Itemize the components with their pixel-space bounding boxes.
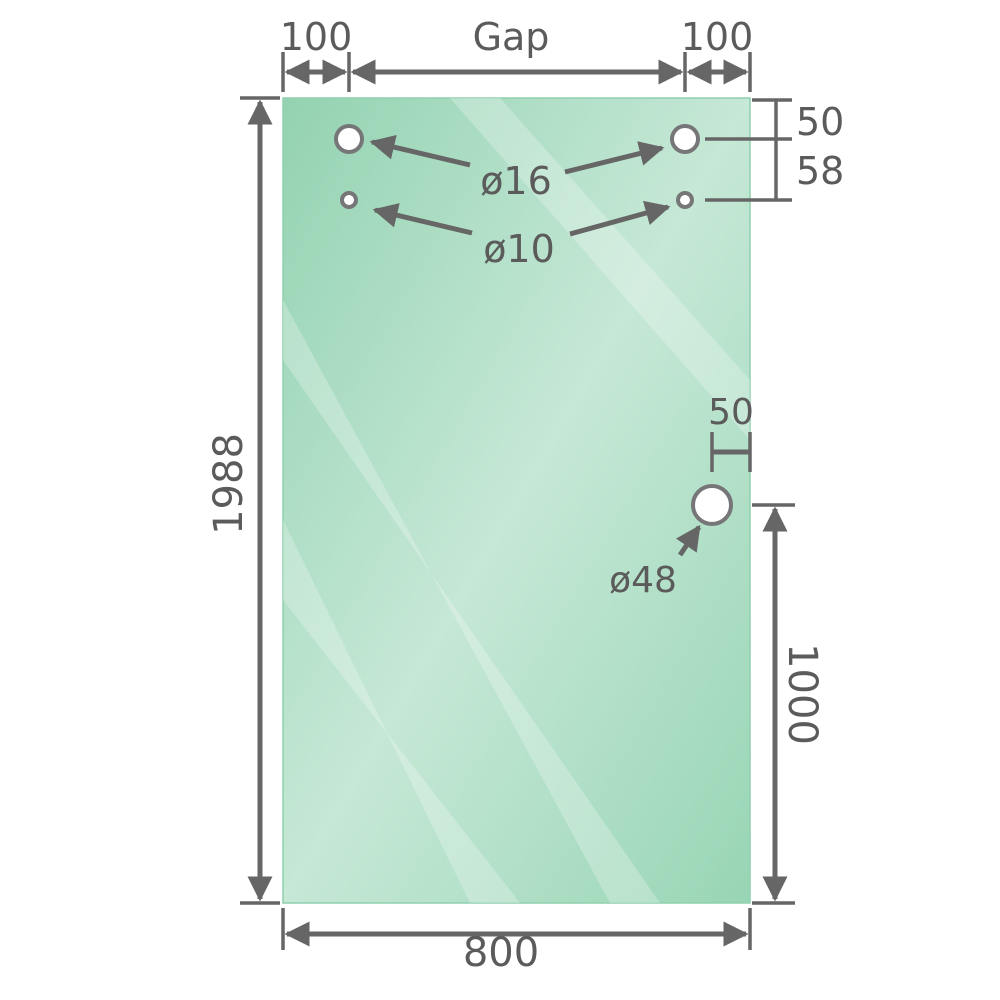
large-hole-label: ø16 xyxy=(480,159,552,203)
hole-callouts: ø16 ø10 ø48 xyxy=(369,134,702,601)
hole-large-left xyxy=(334,124,364,154)
handle-height-label: 1000 xyxy=(779,643,825,745)
glass-reflections xyxy=(283,98,750,903)
hole-spacing-label: 58 xyxy=(796,149,844,193)
top-to-hole-label: 50 xyxy=(796,100,844,144)
glass-panel xyxy=(282,97,751,904)
height-label: 1988 xyxy=(206,433,252,535)
handle-height-dimension: 1000 xyxy=(752,503,825,905)
width-label: 800 xyxy=(463,930,539,976)
hole-large-right xyxy=(670,124,700,154)
right-top-dimension: 50 58 xyxy=(705,98,844,202)
handle-edge-label: 50 xyxy=(708,392,754,433)
hole-small-left xyxy=(340,191,358,209)
hole-handle xyxy=(691,484,733,526)
right-offset-label: 100 xyxy=(681,15,754,59)
handle-edge-dimension: 50 xyxy=(708,392,754,472)
left-offset-label: 100 xyxy=(280,15,353,59)
top-dimension: 100 Gap 100 xyxy=(280,15,754,92)
small-hole-label: ø10 xyxy=(483,227,555,271)
width-dimension: 800 xyxy=(281,908,752,976)
holes xyxy=(334,124,733,526)
hole-small-right xyxy=(676,191,694,209)
handle-hole-label: ø48 xyxy=(609,560,677,601)
height-dimension: 1988 xyxy=(206,96,280,905)
gap-label: Gap xyxy=(473,15,550,59)
